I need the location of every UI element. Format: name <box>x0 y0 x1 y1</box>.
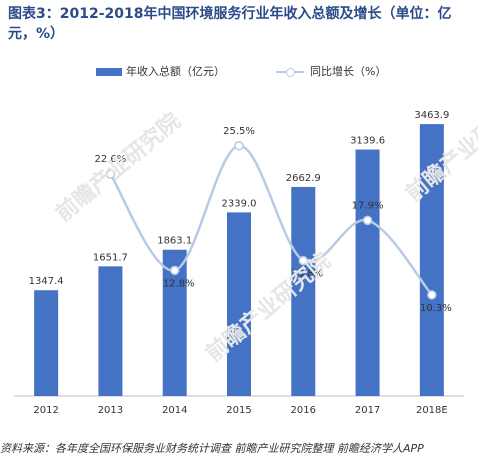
growth-point[interactable] <box>362 215 373 226</box>
growth-point[interactable] <box>169 265 180 276</box>
x-tick-label: 2014 <box>162 405 187 416</box>
growth-data-label: 25.5% <box>223 126 255 137</box>
legend: 年收入总额（亿元） 同比增长（%） <box>0 64 478 84</box>
bar[interactable] <box>98 266 123 396</box>
legend-label-revenue: 年收入总额（亿元） <box>126 65 225 78</box>
source-line: 资料来源：各年度全国环保服务业财务统计调查 前瞻产业研究院整理 前瞻经济学人AP… <box>0 441 478 457</box>
growth-data-label: 22.6% <box>95 154 127 165</box>
bar-data-label: 3463.9 <box>414 110 449 121</box>
x-tick-label: 2012 <box>33 405 58 416</box>
bar[interactable] <box>227 212 251 396</box>
bar[interactable] <box>355 149 380 396</box>
bar-data-label: 1347.4 <box>29 276 64 287</box>
growth-point[interactable] <box>105 169 116 179</box>
bar-data-label: 3139.6 <box>350 136 385 147</box>
growth-data-label: 13.8% <box>291 269 323 280</box>
x-tick-label: 2016 <box>291 405 316 416</box>
growth-series-line <box>109 144 433 296</box>
x-tick-label: 2018E <box>416 405 448 416</box>
x-tick-label: 2013 <box>98 405 123 416</box>
growth-point[interactable] <box>298 255 309 266</box>
growth-data-label: 12.8% <box>163 278 195 289</box>
bar[interactable] <box>34 290 59 396</box>
growth-data-label: 17.9% <box>352 200 384 211</box>
x-tick-label: 2017 <box>355 405 380 416</box>
source-text: 资料来源：各年度全国环保服务业财务统计调查 前瞻产业研究院整理 <box>0 442 334 455</box>
app-mark: 前瞻经济学人APP <box>337 442 424 455</box>
bar-data-label: 2339.0 <box>222 198 257 209</box>
growth-point[interactable] <box>427 290 437 300</box>
legend-item-revenue[interactable]: 年收入总额（亿元） <box>96 64 225 80</box>
x-tick-label: 2015 <box>226 405 251 416</box>
legend-dot-swatch <box>286 68 295 77</box>
bar[interactable] <box>419 124 444 396</box>
legend-bar-swatch <box>96 68 122 76</box>
legend-item-growth[interactable]: 同比增长（%） <box>276 64 386 80</box>
chart-title: 图表3：2012-2018年中国环境服务行业年收入总额及增长（单位：亿元，%） <box>8 6 452 42</box>
bar[interactable] <box>291 186 316 396</box>
bar-data-label: 1863.1 <box>157 236 192 247</box>
growth-data-label: 10.3% <box>420 303 452 314</box>
bar-data-label: 1651.7 <box>93 252 128 263</box>
legend-label-growth: 同比增长（%） <box>310 65 387 78</box>
bar-data-label: 2662.9 <box>286 173 321 184</box>
growth-point[interactable] <box>234 141 244 151</box>
